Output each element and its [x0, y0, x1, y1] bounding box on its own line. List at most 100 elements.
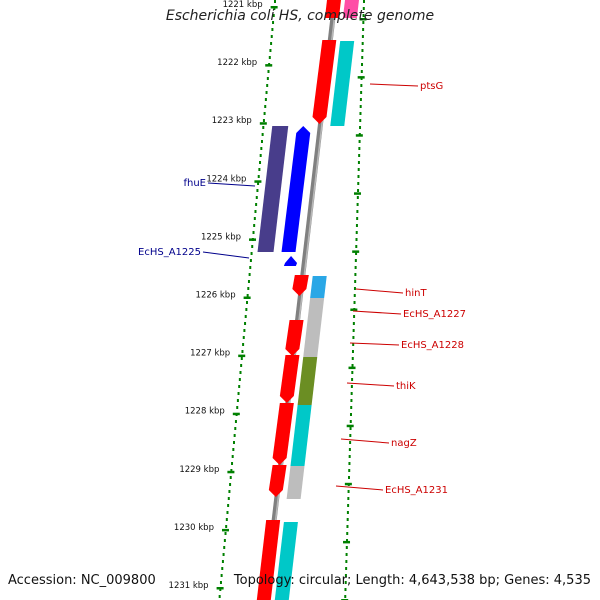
outer-dot: [352, 329, 355, 332]
cog-top: [342, 0, 359, 18]
outer-dot: [350, 399, 353, 402]
inner-dot: [221, 560, 224, 563]
tick-label: 1222 kbp: [217, 58, 257, 68]
inner-dot: [266, 84, 269, 87]
accession-text: Accession: NC_009800: [8, 573, 156, 588]
outer-dot: [358, 154, 361, 157]
cog-EcHS_A1227: [307, 298, 325, 321]
outer-dot: [344, 581, 347, 584]
outer-dot: [346, 525, 349, 528]
major-tick-left: [249, 238, 257, 241]
outer-dot: [348, 469, 351, 472]
outer-dot: [345, 553, 348, 556]
tick-label: 1225 kbp: [201, 232, 241, 242]
inner-dot: [225, 525, 228, 528]
inner-dot: [219, 581, 222, 584]
inner-dot: [247, 280, 250, 283]
major-tick-right: [346, 424, 354, 428]
outer-dot: [361, 63, 364, 66]
outer-dot: [344, 595, 347, 598]
inner-dot: [252, 231, 255, 234]
major-tick-right: [354, 192, 362, 195]
inner-dot: [246, 301, 249, 304]
outer-dot: [353, 315, 356, 318]
inner-dot: [269, 49, 272, 52]
outer-dot: [359, 112, 362, 115]
outer-dot: [355, 252, 358, 255]
major-tick-right: [350, 308, 358, 311]
inner-dot: [244, 322, 247, 325]
outer-dot: [352, 343, 355, 346]
major-tick-right: [352, 250, 360, 253]
outer-dot: [360, 84, 363, 87]
inner-dot: [221, 567, 224, 570]
inner-dot: [247, 287, 250, 290]
inner-dot: [265, 91, 268, 94]
outer-dot: [354, 273, 357, 276]
inner-dot: [240, 357, 243, 360]
outer-dot: [355, 224, 358, 227]
cog-bottom: [274, 522, 298, 600]
outer-dot: [356, 210, 359, 213]
tick-label: 1224 kbp: [206, 174, 246, 184]
tick-label: 1226 kbp: [196, 291, 236, 301]
outer-dot: [346, 532, 349, 535]
cds-ptsG-top: [324, 0, 341, 18]
inner-dot: [270, 42, 273, 45]
inner-dot: [267, 70, 270, 73]
feature-label: EcHS_A1227: [403, 309, 466, 320]
cog-ptsG: [330, 41, 355, 126]
inner-dot: [264, 98, 267, 101]
map-title: Escherichia coli HS, complete genome: [165, 8, 435, 24]
label-leader: [335, 485, 384, 491]
label-leader: [349, 342, 400, 346]
inner-dot: [262, 119, 265, 122]
feature-labels: ptsG fhuE EcHS_A1225 hinT EcHS_A1227 EcHS_A12…: [138, 81, 466, 496]
outer-dot: [357, 168, 360, 171]
inner-dot: [224, 532, 227, 535]
inner-dot: [266, 77, 269, 80]
outer-dot: [361, 35, 364, 38]
outer-dot: [351, 350, 354, 353]
tick-marks: 1221 kbp 1222 kbp 1223 kbp 1224 kbp 1225 kbp…: [169, 0, 367, 600]
inner-dot: [226, 511, 229, 514]
inner-dot: [237, 392, 240, 395]
outer-dot: [348, 455, 351, 458]
outer-dot: [346, 511, 349, 514]
major-tick-right: [343, 540, 351, 544]
inner-dot: [270, 35, 273, 38]
inner-dot: [262, 126, 265, 129]
outer-dot: [352, 336, 355, 339]
inner-dot: [238, 378, 241, 381]
outer-dot: [347, 490, 350, 493]
major-tick-left: [270, 6, 278, 9]
feature-label: EcHS_A1225: [138, 247, 201, 258]
inner-dot: [236, 406, 239, 409]
outer-dot: [352, 322, 355, 325]
outer-dot: [354, 266, 357, 269]
outer-dot: [361, 56, 364, 59]
inner-dot: [220, 574, 223, 577]
outer-dot: [345, 560, 348, 563]
inner-dot: [218, 595, 221, 598]
major-tick-left: [232, 412, 240, 416]
inner-dot: [240, 364, 243, 367]
inner-dot: [227, 504, 230, 507]
outer-dot: [357, 161, 360, 164]
outer-dot: [351, 378, 354, 381]
major-tick-left: [243, 296, 251, 299]
tick-label: 1231 kbp: [169, 581, 209, 591]
inner-dot: [246, 294, 249, 297]
major-tick-right: [355, 134, 363, 137]
inner-dot: [231, 455, 234, 458]
outer-dot: [362, 7, 365, 10]
outer-dot: [360, 91, 363, 94]
label-leader: [207, 182, 256, 187]
genome-summary: Topology: circular; Length: 4,643,538 bp…: [233, 573, 591, 588]
cog-hinT: [310, 276, 327, 298]
major-tick-left: [238, 354, 246, 358]
outer-dot: [347, 497, 350, 500]
outer-dot: [346, 518, 349, 521]
outer-dot: [345, 546, 348, 549]
